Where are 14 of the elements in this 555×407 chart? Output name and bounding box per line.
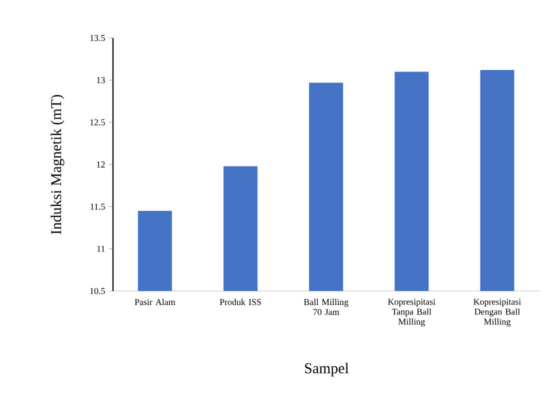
x-tick-label: Pasir Alam [134, 298, 176, 306]
y-tick-label: 12.5 [90, 119, 105, 126]
y-tick-label: 11.5 [90, 204, 105, 210]
y-tick-label: 11 [97, 246, 105, 252]
y-tick-label: 10.5 [90, 288, 105, 294]
x-tick-label: Produk ISS [220, 298, 261, 306]
x-axis-title: Sampel [305, 362, 349, 376]
y-tick-label: 12 [97, 162, 105, 168]
x-tick-label: Kopresipitasi Tanpa Ball Milling [388, 298, 436, 327]
y-tick-label: 13 [97, 77, 105, 84]
x-tick-label: Ball Milling 70 Jam [304, 298, 348, 316]
x-tick-label: Kopresipitasi Dengan Ball Milling [474, 298, 521, 327]
y-axis-title: Induksi Magnetik (mT) [50, 95, 64, 234]
y-tick-label: 13.5 [90, 34, 105, 42]
